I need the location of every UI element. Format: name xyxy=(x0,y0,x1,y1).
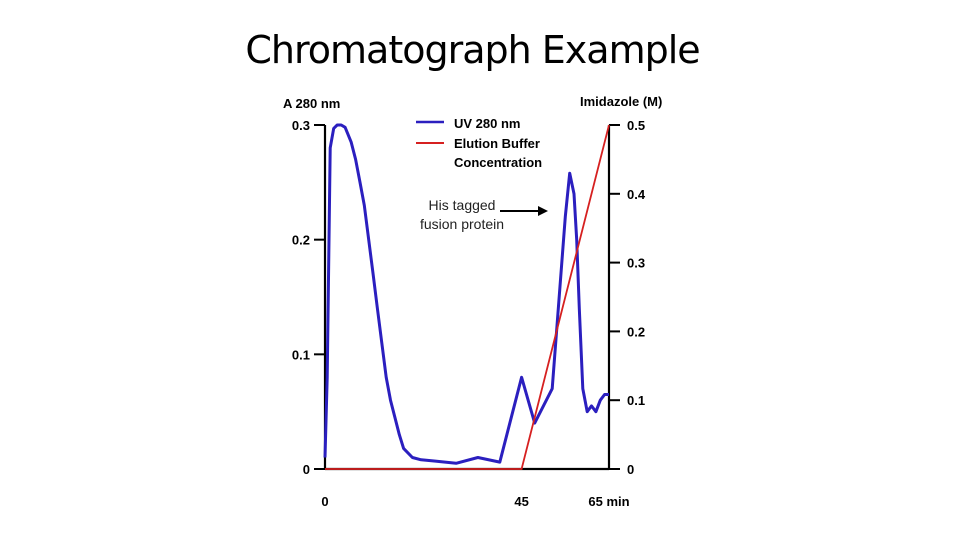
annotation-line: His tagged xyxy=(429,197,496,213)
legend: UV 280 nm Elution Buffer Concentration xyxy=(416,116,542,170)
annotation-arrowhead xyxy=(538,206,548,216)
legend-uv-label: UV 280 nm xyxy=(454,116,520,131)
right-tick-label: 0.5 xyxy=(627,118,645,133)
right-tick-label: 0.1 xyxy=(627,393,645,408)
left-tick-label: 0 xyxy=(303,462,310,477)
elution-buffer-series-line xyxy=(325,124,610,470)
annotation-line: fusion protein xyxy=(420,216,504,232)
right-tick-label: 0.2 xyxy=(627,324,645,339)
left-axis-title: A 280 nm xyxy=(283,96,340,111)
x-tick-label: 65 min xyxy=(588,494,629,509)
uv-280-series-line xyxy=(323,123,609,465)
annotation-his-tagged: His tagged fusion protein xyxy=(420,197,504,232)
x-tick-label: 45 xyxy=(514,494,528,509)
slide-title: Chromatograph Example xyxy=(245,28,700,72)
right-tick-label: 0.4 xyxy=(627,187,646,202)
legend-buffer-label: Elution Buffer Concentration xyxy=(454,136,542,170)
right-tick-label: 0 xyxy=(627,462,634,477)
legend-buffer-label-line: Elution Buffer xyxy=(454,136,540,151)
left-tick-label: 0.3 xyxy=(292,118,310,133)
right-tick-label: 0.3 xyxy=(627,256,645,271)
left-tick-label: 0.1 xyxy=(292,347,310,362)
left-tick-label: 0.2 xyxy=(292,233,310,248)
legend-buffer-label-line: Concentration xyxy=(454,155,542,170)
right-axis-title: Imidazole (M) xyxy=(580,94,662,109)
x-tick-label: 0 xyxy=(321,494,328,509)
